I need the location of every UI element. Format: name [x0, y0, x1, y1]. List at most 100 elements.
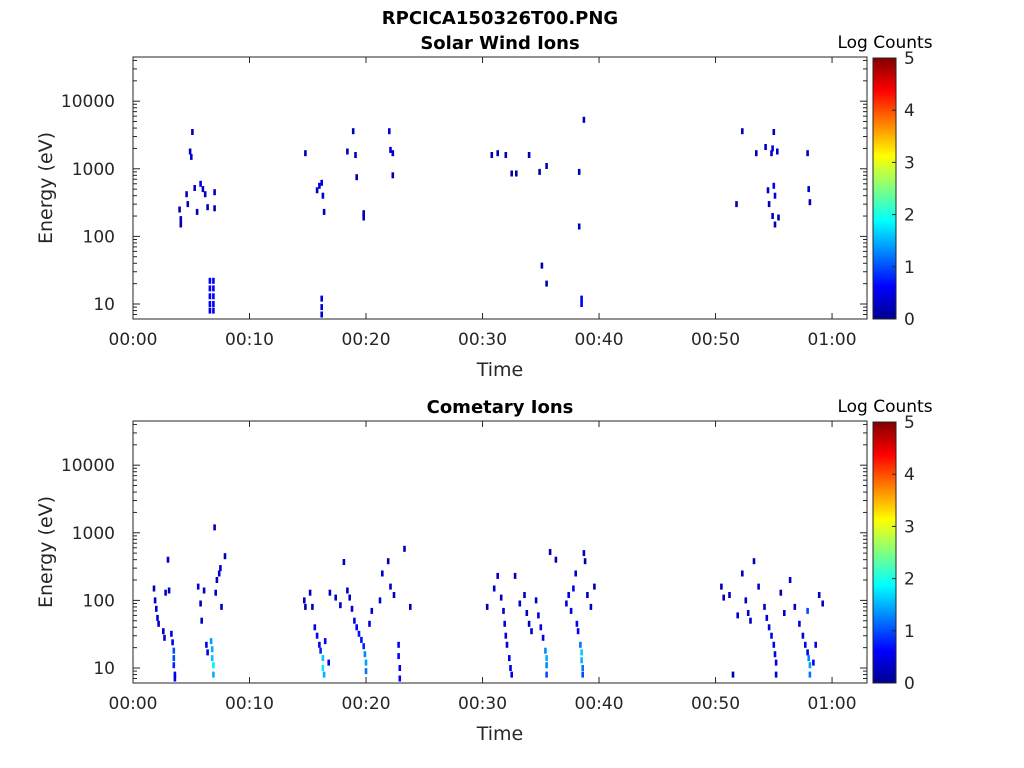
- x-axis-label: Time: [476, 359, 524, 381]
- heatmap-cell: [348, 594, 351, 601]
- heatmap-cell: [504, 632, 508, 639]
- heatmap-cell: [220, 603, 223, 610]
- heatmap-cell: [163, 634, 166, 641]
- heatmap-cell: [339, 602, 342, 609]
- x-tick-label: 00:20: [342, 694, 391, 714]
- heatmap-cell: [200, 617, 203, 624]
- x-tick-label: 00:40: [575, 330, 624, 350]
- heatmap-cell: [219, 565, 222, 572]
- heatmap-cell: [513, 572, 517, 579]
- heatmap-cell: [364, 659, 368, 666]
- heatmap-cell: [728, 592, 731, 598]
- heatmap-cell: [770, 632, 773, 639]
- heatmap-cell: [572, 585, 575, 592]
- panel-title: Cometary Ions: [427, 397, 574, 418]
- heatmap-cell: [515, 170, 518, 177]
- heatmap-cell: [567, 592, 570, 598]
- heatmap-cell: [502, 607, 505, 614]
- heatmap-cell: [807, 655, 810, 662]
- heatmap-cell: [354, 152, 357, 158]
- heatmap-cell: [812, 659, 815, 666]
- heatmap-cell: [320, 304, 323, 311]
- heatmap-cell: [806, 649, 809, 656]
- heatmap-cell: [355, 174, 358, 181]
- heatmap-cell: [363, 651, 367, 658]
- heatmap-cell: [368, 620, 371, 627]
- heatmap-cell: [193, 185, 196, 191]
- heatmap-cell: [321, 665, 325, 671]
- heatmap-cell: [386, 558, 390, 565]
- heatmap-cell: [746, 610, 750, 616]
- heatmap-cell: [757, 583, 760, 590]
- heatmap-cell: [199, 180, 202, 187]
- heatmap-cell: [201, 186, 205, 193]
- heatmap-cell: [355, 624, 358, 631]
- x-tick-label: 00:50: [691, 330, 740, 350]
- heatmap-cell: [346, 587, 349, 594]
- heatmap-cell: [496, 150, 499, 157]
- heatmap-cell: [510, 170, 513, 177]
- heatmap-cell: [321, 655, 325, 662]
- colorbar: [872, 421, 897, 684]
- heatmap-cell: [581, 665, 584, 671]
- heatmap-cell: [210, 655, 214, 662]
- heatmap-cell: [774, 659, 778, 666]
- heatmap-cell: [381, 570, 384, 577]
- heatmap-cell: [173, 671, 177, 678]
- heatmap-cell: [403, 545, 406, 552]
- heatmap-cell: [720, 583, 723, 590]
- heatmap-cell: [156, 614, 159, 621]
- heatmap-cell: [173, 675, 177, 682]
- heatmap-cell: [518, 600, 522, 607]
- heatmap-cell: [783, 610, 786, 616]
- heatmap-cell: [179, 216, 183, 223]
- colorbar-tick-label: 5: [904, 49, 915, 69]
- heatmap-cell: [212, 662, 215, 669]
- y-tick-label: 10000: [61, 456, 115, 476]
- heatmap-cell: [378, 597, 382, 604]
- heatmap-cell: [527, 620, 531, 627]
- heatmap-cell: [586, 592, 589, 598]
- heatmap-cell: [798, 620, 801, 627]
- heatmap-cell: [191, 129, 194, 135]
- heatmap-cell: [766, 187, 770, 194]
- heatmap-cell: [772, 129, 776, 135]
- heatmap-cell: [817, 592, 821, 598]
- heatmap-cell: [164, 589, 167, 596]
- heatmap-cell: [334, 594, 337, 601]
- heatmap-cell: [208, 277, 212, 284]
- heatmap-cell: [576, 628, 580, 635]
- heatmap-cell: [398, 675, 402, 682]
- colorbar-tick-label: 4: [904, 465, 915, 485]
- heatmap-cell: [806, 150, 809, 157]
- heatmap-cells: [152, 524, 824, 682]
- heatmap-cell: [202, 587, 206, 594]
- heatmap-cell: [764, 144, 767, 150]
- heatmap-cell: [772, 641, 776, 648]
- heatmap-cell: [773, 192, 777, 199]
- x-tick-label: 00:10: [225, 330, 274, 350]
- heatmap-cell: [212, 277, 215, 284]
- panel-solar-wind-ions: Solar Wind Ions 00:00 00:10 00:20 00:30 00:40…: [35, 33, 933, 381]
- axes-frame: [132, 420, 868, 684]
- x-tick-label: 00:00: [109, 330, 158, 350]
- heatmap-cell: [530, 628, 533, 635]
- heatmap-cell: [362, 210, 365, 217]
- heatmap-cell: [186, 201, 190, 208]
- heatmap-cell: [205, 641, 208, 648]
- heatmap-cell: [793, 603, 797, 610]
- heatmap-cell: [391, 150, 395, 157]
- figure-title: RPCICA150326T00.PNG: [382, 8, 618, 29]
- heatmap-cell: [772, 182, 776, 189]
- heatmap-cell: [580, 657, 583, 664]
- heatmap-cell: [397, 641, 400, 648]
- heatmap-cell: [162, 628, 165, 635]
- heatmap-cell: [213, 524, 216, 531]
- heatmap-cell: [397, 653, 400, 660]
- heatmap-cell: [539, 624, 543, 631]
- heatmap-cell: [741, 128, 744, 135]
- x-tick-label: 00:30: [458, 330, 507, 350]
- colorbar: [872, 57, 897, 320]
- x-tick-label: 01:00: [808, 694, 857, 714]
